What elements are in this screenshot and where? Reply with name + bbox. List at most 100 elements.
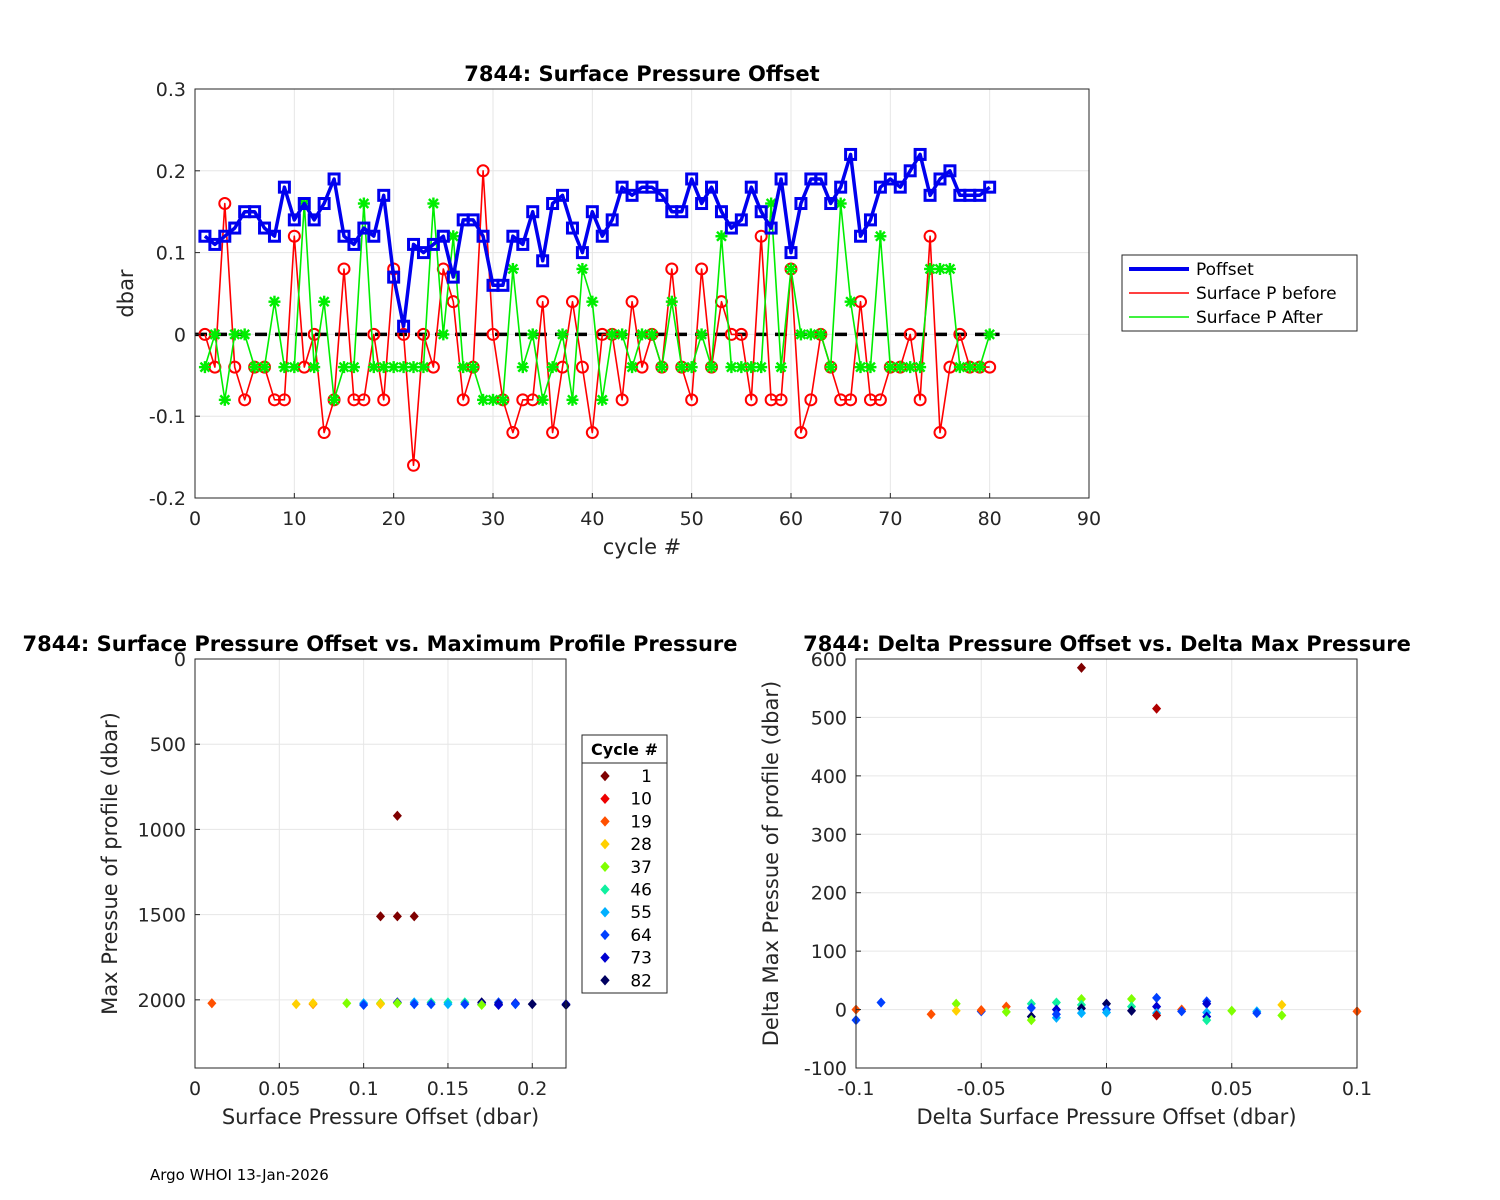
star-stroke [716,230,727,242]
surface-p-before-marker [764,393,778,407]
scatter-point [1001,1006,1011,1018]
star-stroke [437,329,449,340]
poffset-marker [585,205,599,219]
star-stroke [805,329,817,340]
scatter-point [494,999,504,1011]
poffset-marker [595,229,609,243]
star-stroke [596,394,608,406]
surface-p-after-marker [685,361,698,374]
star-stroke [954,361,966,373]
series-line-poffset [203,152,991,328]
surface-p-before-marker [774,393,788,407]
scatter-point [1051,1009,1061,1020]
star-stroke [795,329,807,340]
surface-p-before-marker [804,393,818,407]
surface-p-after-marker [347,361,360,374]
scatter-point [1277,999,1287,1010]
star-stroke [537,394,549,406]
star-stroke [835,198,847,209]
star-stroke [477,394,489,406]
star-stroke [785,263,797,275]
surface-p-after-marker [238,328,251,341]
poffset-marker [198,229,212,243]
left-x-tick-label: 0.1 [349,1078,379,1100]
top-x-tick-label: 50 [680,508,704,530]
poffset-marker [347,237,361,251]
surface-p-before-marker [287,229,301,243]
scatter-point [359,999,369,1011]
poffset-marker [923,188,937,202]
surface-p-before-marker [575,360,589,374]
star-stroke [457,361,469,373]
surface-p-after-marker [566,393,579,406]
poffset-marker [267,229,281,243]
right-x-axis-label: Delta Surface Pressure Offset (dbar) [916,1105,1296,1129]
poffset-marker [883,172,897,186]
poffset-marker [357,221,371,235]
scatter-point [1152,703,1162,714]
cycle-legend-label: 37 [630,858,652,878]
star-stroke [408,361,419,373]
poffset-marker [754,205,768,219]
scatter-point [207,998,217,1009]
cycle-legend-label: 46 [630,881,652,901]
star-stroke [328,394,340,406]
scatter-point [876,997,886,1008]
star-stroke [557,329,568,340]
poffset-marker [734,213,748,227]
left-y-tick-label: 0 [174,649,186,671]
surface-p-before-marker [367,327,381,341]
left-x-tick-label: 0.2 [517,1078,547,1100]
scatter-point [477,999,487,1011]
star-stroke [865,361,876,373]
poffset-marker [834,180,848,194]
cycle-legend-label: 28 [630,835,652,855]
poffset-marker [794,197,808,211]
surface-p-before-marker [953,327,967,341]
cycle-legend-label: 10 [630,790,652,810]
star-stroke [894,361,906,373]
poffset-marker [854,229,868,243]
surface-p-after-marker [576,262,589,275]
star-stroke [974,361,986,373]
poffset-marker [605,213,619,227]
scatter-point [1202,1014,1212,1026]
star-stroke [656,361,668,373]
scatter-point [409,911,419,922]
surface-p-before-marker [506,426,520,440]
star-stroke [318,296,330,308]
surface-p-after-marker [973,361,986,374]
surface-p-after-marker [477,393,490,406]
cycle-legend-label: 73 [630,949,652,969]
left-x-axis-label: Surface Pressure Offset (dbar) [222,1105,539,1129]
scatter-point [510,998,520,1010]
star-stroke [944,263,956,275]
star-stroke [676,361,688,373]
right-y-tick-label: 400 [811,766,847,788]
surface-p-after-marker [675,361,688,374]
surface-p-after-marker [467,361,480,374]
right-x-tick-label: 0.1 [1342,1078,1372,1100]
star-stroke [924,263,936,275]
surface-p-after-marker [288,361,301,374]
scatter-point [951,1005,961,1016]
surface-p-after-marker [586,295,599,308]
surface-p-before-marker [695,262,709,276]
cycle-legend-marker [600,838,610,850]
surface-p-before-marker [794,426,808,440]
star-stroke [527,329,539,340]
surface-p-before-marker [218,197,232,211]
surface-p-after-marker [268,295,281,308]
surface-p-after-marker [715,230,728,243]
surface-p-after-marker [655,361,668,374]
right-y-tick-label: 500 [811,707,847,729]
star-stroke [875,230,886,242]
star-stroke [606,329,618,340]
cycle-legend-label: 82 [630,971,652,991]
series-line-surface-p-after [204,202,991,401]
poffset-marker [218,229,232,243]
surface-p-after-marker [824,361,837,374]
cycle-legend-marker [600,816,610,827]
surface-p-before-marker [744,393,758,407]
